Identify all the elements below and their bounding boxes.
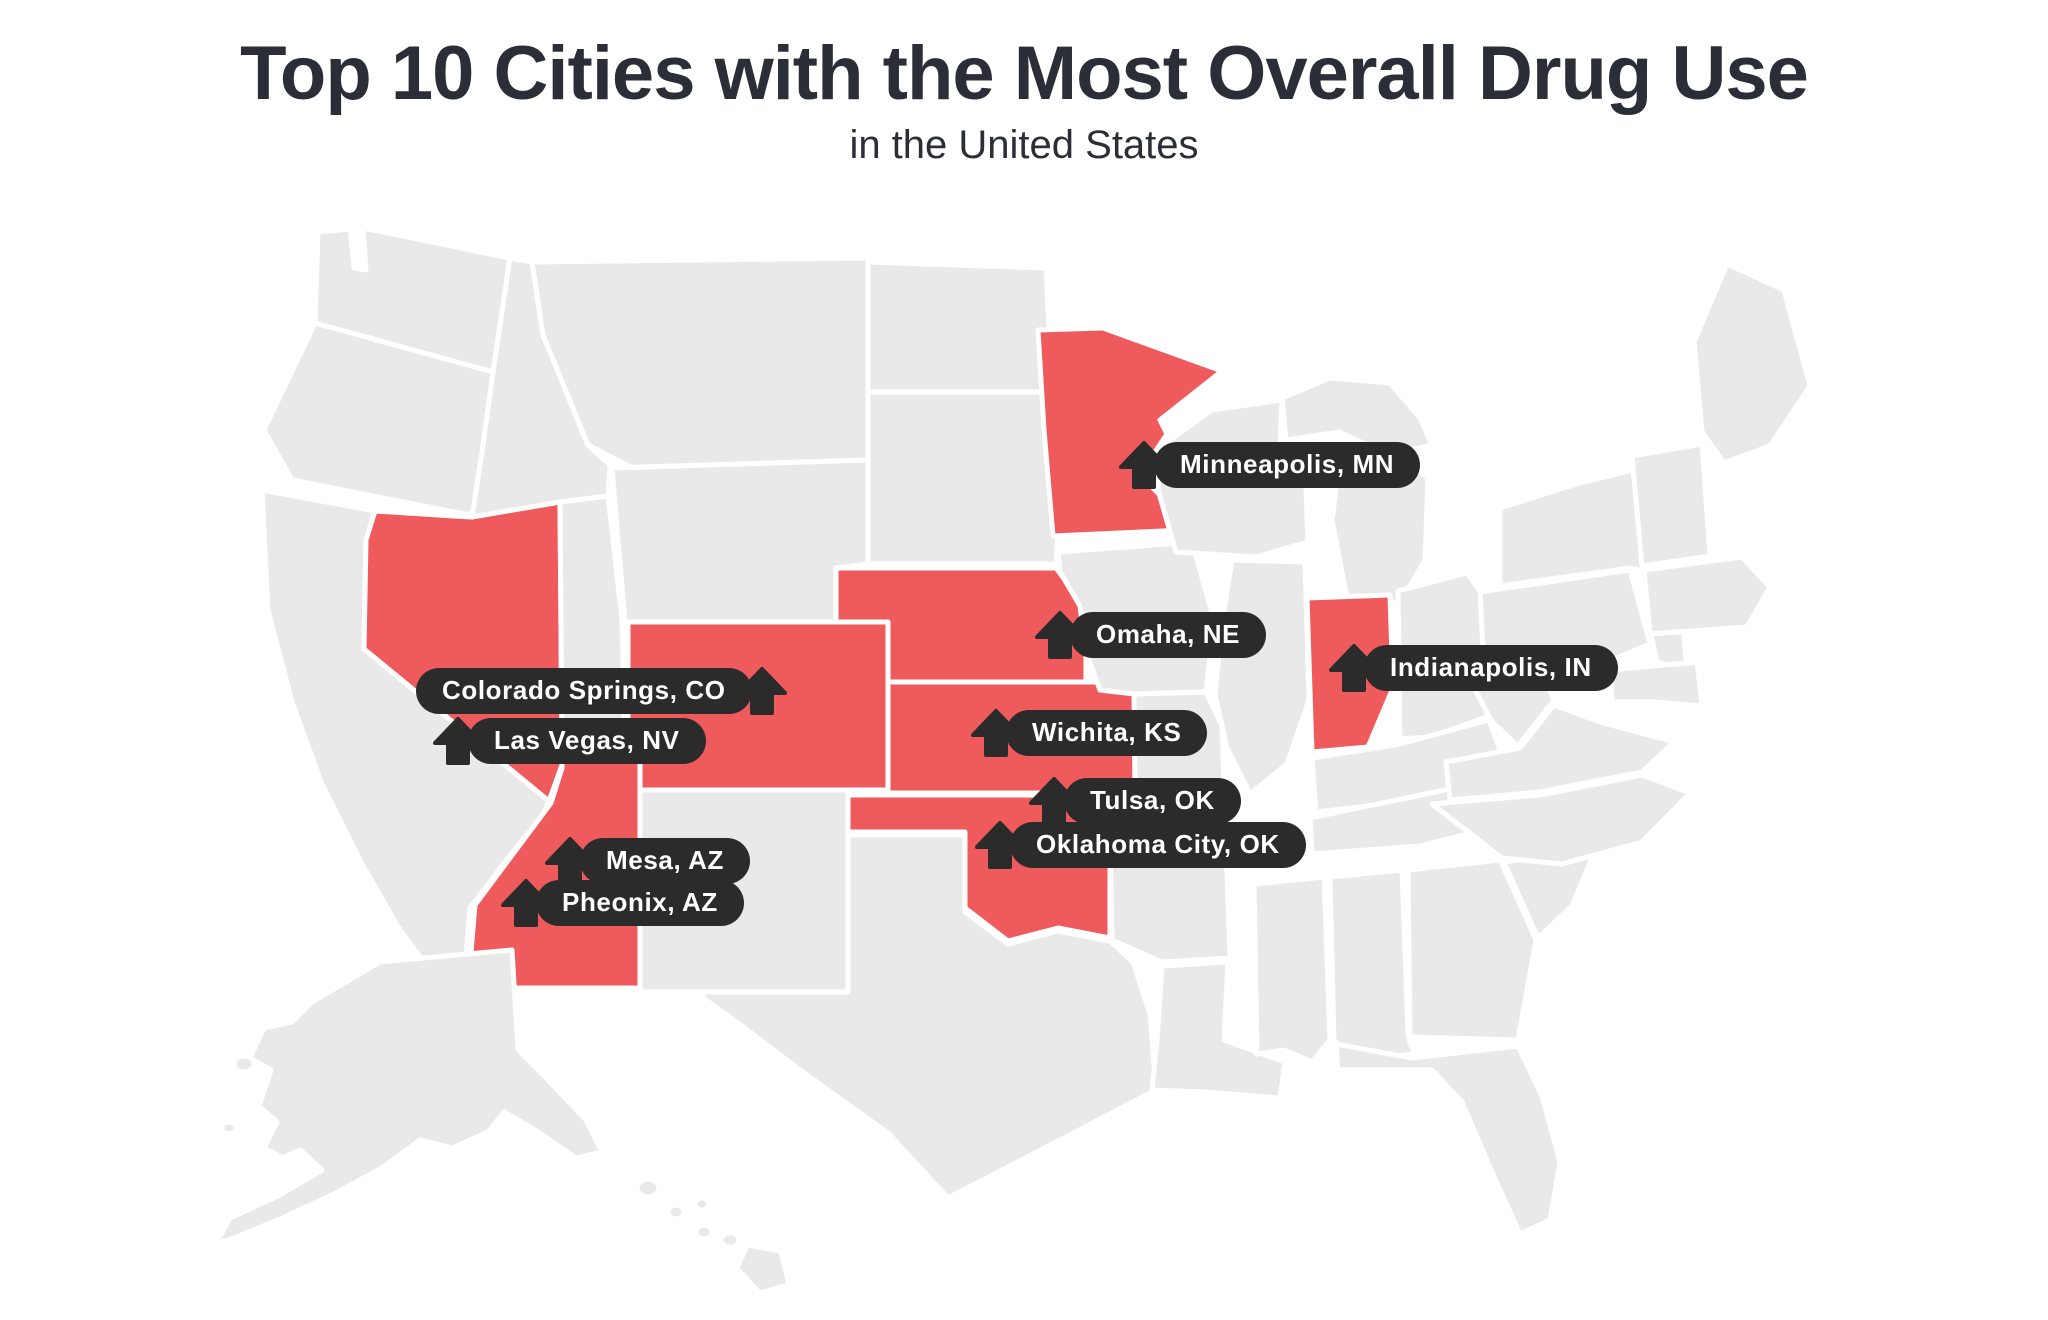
hawaii-islands <box>636 1178 790 1294</box>
city-pill: Las Vegas, NV <box>468 718 706 764</box>
hawaii-island-5 <box>720 1232 740 1248</box>
up-arrow-icon <box>1035 611 1085 659</box>
up-arrow-icon <box>1329 644 1379 692</box>
state-vermont-new-hampshire <box>1629 441 1713 569</box>
header: Top 10 Cities with the Most Overall Drug… <box>0 34 2048 168</box>
city-pill: Colorado Springs, CO <box>416 668 752 714</box>
hawaii-island-4 <box>695 1224 713 1240</box>
city-pill: Omaha, NE <box>1070 612 1267 658</box>
city-label-las-vegas-nv: Las Vegas, NV <box>432 716 706 766</box>
up-arrow-icon <box>736 667 787 715</box>
state-illinois <box>1212 557 1312 797</box>
state-north-dakota <box>865 259 1055 395</box>
state-texas <box>700 832 1159 1201</box>
city-label-indianapolis-in: Indianapolis, IN <box>1328 643 1618 693</box>
state-alabama <box>1327 867 1417 1061</box>
city-label-tulsa-ok: Tulsa, OK <box>1028 776 1241 826</box>
state-maryland-delaware <box>1607 659 1705 709</box>
hawaii-island-big <box>736 1244 790 1294</box>
city-label-oklahoma-city-ok: Oklahoma City, OK <box>974 820 1306 870</box>
city-label-colorado-springs-co: Colorado Springs, CO <box>416 666 788 716</box>
state-florida <box>1333 1041 1563 1237</box>
up-arrow-icon <box>971 709 1021 757</box>
city-pill: Pheonix, AZ <box>536 880 744 926</box>
page-subtitle: in the United States <box>849 123 1199 168</box>
city-pill: Minneapolis, MN <box>1154 442 1421 488</box>
state-louisiana <box>1149 959 1288 1101</box>
state-north-carolina <box>1429 772 1693 867</box>
state-south-dakota <box>865 389 1065 567</box>
state-massachusetts-connecticut-rhode-island <box>1641 554 1773 637</box>
city-pill: Mesa, AZ <box>580 838 750 884</box>
alaska-island-2 <box>221 1121 237 1135</box>
city-pill: Wichita, KS <box>1006 710 1208 756</box>
city-pill: Indianapolis, IN <box>1364 645 1618 691</box>
up-arrow-icon <box>1029 777 1079 825</box>
page-title: Top 10 Cities with the Most Overall Drug… <box>240 31 1809 116</box>
up-arrow-icon <box>501 879 551 927</box>
up-arrow-icon <box>433 717 483 765</box>
up-arrow-icon <box>975 821 1025 869</box>
state-mississippi <box>1251 874 1333 1065</box>
state-maine <box>1691 261 1813 466</box>
state-georgia <box>1405 857 1539 1043</box>
hawaii-island-1 <box>636 1178 660 1198</box>
city-label-wichita-ks: Wichita, KS <box>970 708 1208 758</box>
city-label-omaha-ne: Omaha, NE <box>1034 610 1267 660</box>
city-pill: Tulsa, OK <box>1064 778 1241 824</box>
hawaii-island-3 <box>694 1197 710 1211</box>
city-label-mesa-az: Mesa, AZ <box>544 836 750 886</box>
city-label-minneapolis-mn: Minneapolis, MN <box>1118 440 1421 490</box>
hawaii-island-2 <box>667 1204 685 1220</box>
city-label-pheonix-az: Pheonix, AZ <box>500 878 744 928</box>
state-virginia <box>1443 702 1677 803</box>
state-alaska <box>213 947 605 1247</box>
alaska-island-1 <box>233 1055 255 1073</box>
up-arrow-icon <box>1119 441 1169 489</box>
state-michigan-upper <box>1279 375 1435 458</box>
state-wyoming <box>609 457 871 625</box>
city-pill: Oklahoma City, OK <box>1010 822 1306 868</box>
